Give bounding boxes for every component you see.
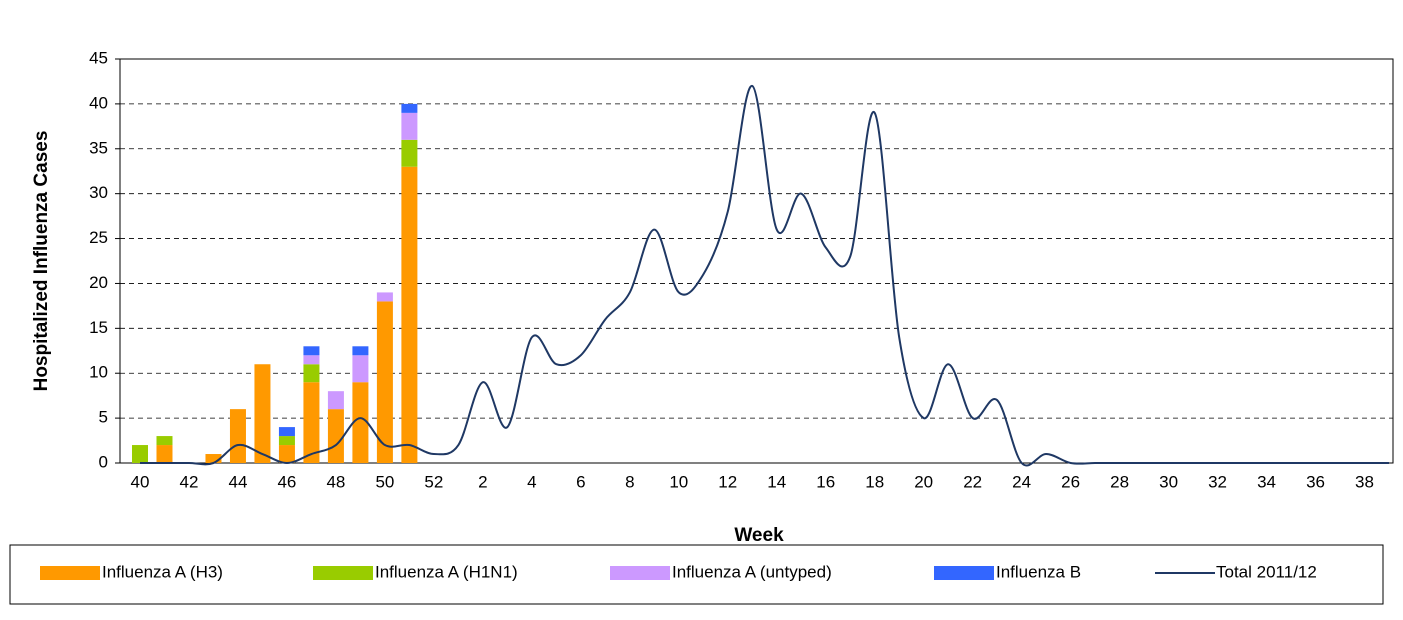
y-tick-label: 5 (99, 408, 108, 427)
bar-segment (156, 445, 173, 463)
y-tick-label: 10 (89, 363, 108, 382)
x-tick-label: 20 (914, 472, 933, 491)
bar-segment (303, 355, 320, 365)
y-axis-title: Hospitalized Influenza Cases (31, 131, 52, 392)
bar-segment (254, 364, 271, 463)
y-tick-label: 0 (99, 452, 108, 471)
x-tick-label: 48 (326, 472, 345, 491)
x-tick-label: 44 (228, 472, 247, 491)
bar-segment (327, 409, 344, 463)
y-tick-label: 35 (89, 138, 108, 157)
x-tick-label: 36 (1306, 472, 1325, 491)
legend-swatch (934, 566, 994, 580)
plot-frame (119, 58, 1394, 464)
x-tick-label: 30 (1159, 472, 1178, 491)
bar-segment (278, 436, 295, 446)
bar-segment (401, 139, 418, 167)
x-tick-label: 18 (865, 472, 884, 491)
legend-label: Total 2011/12 (1216, 562, 1317, 581)
bar-segment (352, 382, 369, 463)
bar-segment (303, 364, 320, 383)
y-tick-label: 25 (89, 228, 108, 247)
bar-segment (376, 292, 393, 302)
y-tick-label: 45 (89, 48, 108, 67)
x-tick-label: 46 (277, 472, 296, 491)
legend-box (9, 544, 1384, 605)
x-tick-label: 32 (1208, 472, 1227, 491)
legend-label: Influenza B (996, 562, 1081, 581)
bar-segment (278, 445, 295, 463)
x-tick-label: 6 (576, 472, 585, 491)
bar-segment (376, 301, 393, 463)
legend-label: Influenza A (H1N1) (375, 562, 518, 581)
bar-segment (401, 103, 418, 113)
legend-label: Influenza A (H3) (102, 562, 223, 581)
legend-swatch (40, 566, 100, 580)
x-tick-label: 8 (625, 472, 634, 491)
x-tick-label: 40 (131, 472, 150, 491)
legend-swatch (313, 566, 373, 580)
y-tick-label: 30 (89, 183, 108, 202)
x-tick-label: 42 (180, 472, 199, 491)
x-tick-label: 24 (1012, 472, 1031, 491)
bar-segment (229, 409, 246, 463)
y-tick-label: 20 (89, 273, 108, 292)
line-series (140, 84, 1389, 467)
y-tick-label: 15 (89, 318, 108, 337)
x-axis-title: Week (734, 525, 784, 546)
x-tick-label: 26 (1061, 472, 1080, 491)
x-tick-label: 38 (1355, 472, 1374, 491)
bar-segment (352, 346, 369, 356)
bar-segment (205, 454, 222, 463)
y-tick-label: 40 (89, 93, 108, 112)
bar-segment (303, 346, 320, 356)
x-tick-label: 22 (963, 472, 982, 491)
bar-segment (352, 355, 369, 383)
x-tick-label: 16 (816, 472, 835, 491)
x-tick-label: 2 (478, 472, 487, 491)
bar-segment (401, 166, 418, 463)
legend-swatch (610, 566, 670, 580)
bar-segment (303, 382, 320, 463)
bar-segment (278, 427, 295, 437)
bar-segment (401, 112, 418, 140)
x-tick-label: 4 (527, 472, 536, 491)
bar-segment (327, 391, 344, 410)
x-tick-label: 34 (1257, 472, 1276, 491)
x-tick-label: 28 (1110, 472, 1129, 491)
x-tick-label: 14 (767, 472, 786, 491)
x-tick-label: 52 (424, 472, 443, 491)
legend-label: Influenza A (untyped) (672, 562, 832, 581)
x-tick-label: 10 (669, 472, 688, 491)
x-tick-label: 50 (375, 472, 394, 491)
bar-segment (132, 445, 148, 463)
bar-segment (156, 436, 173, 446)
x-tick-label: 12 (718, 472, 737, 491)
